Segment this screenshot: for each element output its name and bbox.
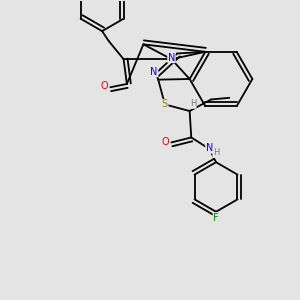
Text: H: H [190, 99, 196, 108]
Text: O: O [100, 81, 108, 91]
Text: H: H [213, 148, 219, 158]
Text: S: S [162, 99, 168, 110]
Text: N: N [206, 143, 213, 153]
Text: N: N [168, 52, 175, 62]
Text: F: F [213, 213, 219, 223]
Text: O: O [162, 137, 169, 147]
Text: N: N [150, 67, 158, 76]
